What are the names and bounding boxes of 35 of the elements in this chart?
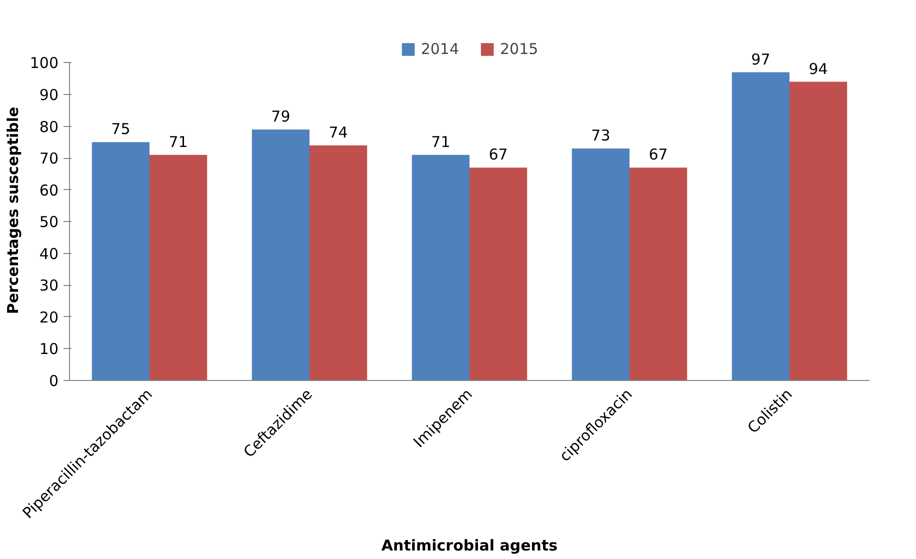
data-label: 97 [751, 50, 770, 68]
data-label: 94 [808, 60, 828, 78]
data-label: 73 [591, 126, 610, 145]
bar [310, 145, 368, 380]
x-axis-title: Antimicrobial agents [381, 536, 558, 554]
y-tick-label: 70 [39, 150, 59, 168]
bar [252, 129, 310, 380]
bar [790, 82, 848, 380]
y-axis-title: Percentages susceptible [4, 106, 22, 314]
bar [572, 148, 630, 380]
y-tick-label: 60 [39, 181, 59, 200]
y-tick-label: 100 [30, 54, 59, 72]
data-label: 71 [431, 132, 450, 151]
y-tick-label: 20 [39, 308, 59, 326]
bar [412, 154, 470, 380]
y-tick-label: 80 [39, 118, 59, 136]
y-tick-label: 40 [39, 244, 59, 263]
data-label: 79 [271, 107, 290, 126]
bar [732, 72, 790, 380]
bar [150, 154, 208, 380]
data-label: 67 [648, 146, 668, 164]
legend-label: 2014 [420, 40, 459, 58]
y-tick-label: 90 [39, 86, 59, 104]
bar [470, 168, 528, 380]
y-tick-label: 30 [39, 276, 59, 295]
y-tick-label: 0 [48, 372, 59, 390]
y-tick-label: 50 [39, 213, 59, 232]
data-label: 67 [488, 146, 508, 164]
data-label: 75 [111, 120, 130, 138]
bar [630, 168, 688, 380]
y-tick-label: 10 [39, 340, 59, 358]
data-label: 71 [168, 132, 188, 151]
legend-label: 2015 [500, 40, 538, 58]
bar [92, 142, 150, 380]
data-label: 74 [328, 123, 348, 142]
